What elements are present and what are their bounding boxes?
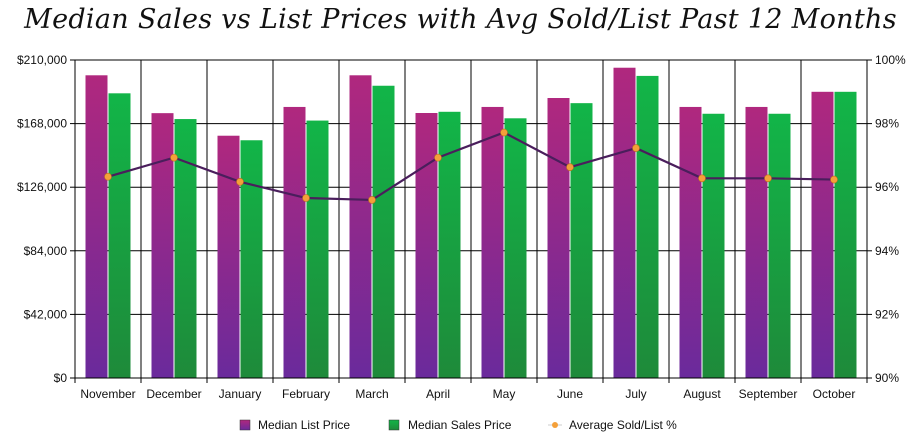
legend-swatch [388,419,400,431]
bar-median-sales-price [834,91,857,379]
bar-median-list-price [811,91,834,379]
legend-swatch [239,419,251,431]
bar-median-sales-price [768,113,791,378]
bar-median-sales-price [702,113,725,378]
x-tick-label: August [683,387,721,401]
point-average-sold-list [302,194,310,202]
x-tick-label: September [739,387,798,401]
legend-item-median-list-price: Median List Price [239,418,350,432]
point-average-sold-list [764,174,772,183]
line-average-sold-list [107,131,835,202]
point-average-sold-list [632,144,640,152]
bars [85,67,857,379]
point-average-sold-list [830,175,838,184]
legend-marker [552,422,558,428]
bar-median-sales-price [636,75,659,379]
bar-median-list-price [679,106,702,378]
point-average-sold-list [236,177,244,186]
legend-item-average-sold-list: Average Sold/List % [548,418,677,432]
point-average-sold-list [566,163,574,171]
y-left-tick-label: $42,000 [24,307,68,321]
tick-labels: $0 $42,000 $84,000 $126,000 $168,000 $210,000… [17,53,906,401]
x-tick-label: February [282,387,330,401]
chart-title: Median Sales vs List Prices with Avg Sol… [24,4,897,35]
bar-median-list-price [745,106,768,378]
bar-median-sales-price [108,93,131,379]
point-average-sold-list [104,172,112,181]
point-average-sold-list [170,153,178,162]
legend: Median List Price Median Sales Price Avera… [239,418,677,432]
y-right-tick-label: 98% [875,117,899,131]
bar-median-list-price [217,135,240,378]
x-tick-label: November [80,387,135,401]
bar-median-list-price [85,75,108,379]
y-right-tick-label: 92% [875,307,899,321]
y-right-tick-label: 100% [875,53,906,67]
bar-median-list-price [613,67,636,379]
sold-list-line [104,128,838,204]
y-left-tick-label: $0 [54,371,68,385]
bar-median-sales-price [504,118,527,379]
bar-median-list-price [349,75,372,379]
axes [70,59,872,383]
bar-median-sales-price [306,120,329,379]
x-tick-label: April [426,387,450,401]
point-average-sold-list [698,174,706,183]
x-tick-label: March [355,387,388,401]
y-right-tick-label: 94% [875,244,899,258]
y-left-tick-label: $84,000 [24,244,68,258]
bar-median-list-price [151,113,174,378]
bar-median-sales-price [372,85,395,378]
legend-label: Median Sales Price [408,418,512,432]
grid-lines [75,59,867,378]
point-average-sold-list [500,128,508,137]
x-tick-label: January [219,387,262,401]
legend-item-median-sales-price: Median Sales Price [388,418,512,432]
x-tick-label: May [493,387,516,401]
legend-label: Average Sold/List % [569,418,677,432]
bar-median-sales-price [570,103,593,379]
point-average-sold-list [434,153,442,162]
y-left-tick-label: $210,000 [17,53,67,67]
bar-median-list-price [481,106,504,378]
y-right-tick-label: 90% [875,371,899,385]
bar-median-sales-price [174,119,197,379]
y-left-tick-label: $168,000 [17,117,67,131]
y-right-tick-label: 96% [875,180,899,194]
bar-median-list-price [547,98,570,378]
x-tick-label: June [557,387,583,401]
x-tick-label: July [625,387,646,401]
y-left-tick-label: $126,000 [17,180,67,194]
x-tick-label: December [146,387,201,401]
bar-median-sales-price [240,140,263,378]
bar-median-sales-price [438,111,461,378]
bar-median-list-price [415,113,438,378]
legend-label: Median List Price [258,418,350,432]
bar-median-list-price [283,106,306,378]
point-average-sold-list [368,196,376,204]
x-tick-label: October [813,387,856,401]
